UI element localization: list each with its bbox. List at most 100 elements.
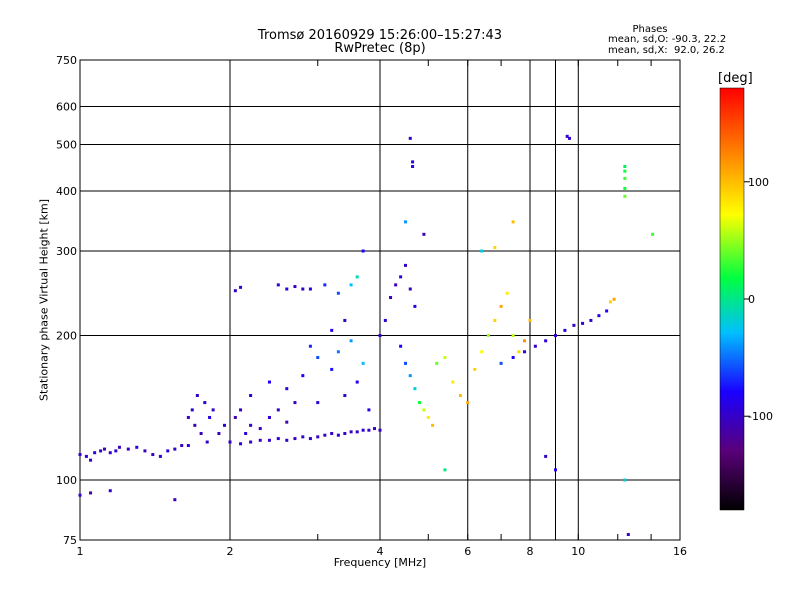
data-point [361, 428, 365, 432]
data-point [285, 420, 289, 424]
data-point [367, 428, 371, 432]
data-point [84, 454, 88, 458]
colorbar-tick-label: 0 [748, 293, 755, 306]
data-point [355, 430, 359, 434]
grid-lines [79, 60, 681, 540]
data-point [78, 493, 82, 497]
y-tick-label: 750 [56, 54, 77, 67]
data-point [608, 300, 612, 304]
y-tick-label: 100 [56, 474, 77, 487]
data-point [473, 367, 477, 371]
data-point [581, 321, 585, 325]
data-point [431, 423, 435, 427]
data-point [422, 408, 426, 412]
data-point [166, 449, 170, 453]
data-point [361, 249, 365, 253]
data-point [114, 449, 118, 453]
y-tick-label: 400 [56, 185, 77, 198]
data-point [399, 344, 403, 348]
data-point [458, 394, 462, 398]
data-point [361, 361, 365, 365]
data-point [565, 134, 569, 138]
data-point [208, 415, 212, 419]
y-tick-label: 300 [56, 245, 77, 258]
data-point [499, 304, 503, 308]
data-point [203, 401, 207, 405]
y-tick-label: 75 [63, 534, 77, 547]
data-point [411, 160, 415, 164]
data-point [451, 380, 455, 384]
data-point [143, 449, 147, 453]
chart-title-line2: RwPretec (8p) [334, 41, 426, 56]
data-point [186, 444, 190, 448]
data-point [135, 445, 139, 449]
data-point [258, 427, 262, 431]
data-point [330, 328, 334, 332]
data-point [193, 423, 197, 427]
data-point [336, 433, 340, 437]
data-point [173, 498, 177, 502]
data-point [349, 283, 353, 287]
colorbar-ticks: 100 0 -100 [744, 176, 773, 423]
data-point [117, 445, 121, 449]
phases-line2: mean, sd,X: 92.0, 26.2 [608, 45, 725, 56]
data-point [308, 344, 312, 348]
data-point [211, 408, 215, 412]
data-point [316, 401, 320, 405]
data-point [403, 263, 407, 267]
data-point [258, 438, 262, 442]
x-tick-label: 2 [227, 545, 234, 558]
data-point [486, 334, 490, 338]
x-tick-labels: 1 2 4 6 8 10 16 [77, 545, 688, 558]
data-point [523, 339, 527, 343]
data-point [267, 438, 271, 442]
data-point [233, 415, 237, 419]
data-point [399, 275, 403, 279]
x-tick-label: 8 [527, 545, 534, 558]
data-point [316, 435, 320, 439]
data-point [533, 344, 537, 348]
data-point [567, 136, 571, 140]
data-point [186, 415, 190, 419]
data-point [651, 232, 655, 236]
data-point [249, 440, 253, 444]
data-point [605, 309, 609, 313]
data-point [355, 275, 359, 279]
data-point [239, 285, 243, 289]
data-point [394, 283, 398, 287]
data-point [158, 454, 162, 458]
data-point [349, 430, 353, 434]
data-point [544, 454, 548, 458]
data-point [443, 355, 447, 359]
data-point [173, 447, 177, 451]
data-point [523, 350, 527, 354]
phases-title: Phases [632, 24, 668, 35]
data-point [378, 334, 382, 338]
data-point [480, 249, 484, 253]
data-point [249, 423, 253, 427]
data-point [217, 432, 221, 436]
data-point [239, 408, 243, 412]
colorbar-tick-label: 100 [748, 176, 769, 189]
data-point [89, 458, 93, 462]
data-point [597, 314, 601, 318]
data-point [408, 136, 412, 140]
data-point [417, 401, 421, 405]
data-point [78, 453, 82, 457]
data-point [493, 318, 497, 322]
data-point [108, 451, 112, 455]
data-point [293, 285, 297, 289]
data-point [233, 289, 237, 293]
data-point [190, 408, 194, 412]
data-point [343, 394, 347, 398]
data-point [480, 350, 484, 354]
data-point [623, 186, 627, 190]
data-point [285, 438, 289, 442]
data-point [589, 318, 593, 322]
data-point [623, 176, 627, 180]
data-point [301, 287, 305, 291]
x-tick-label: 1 [77, 545, 84, 558]
data-point [413, 304, 417, 308]
x-tick-label: 10 [571, 545, 585, 558]
data-point [249, 394, 253, 398]
